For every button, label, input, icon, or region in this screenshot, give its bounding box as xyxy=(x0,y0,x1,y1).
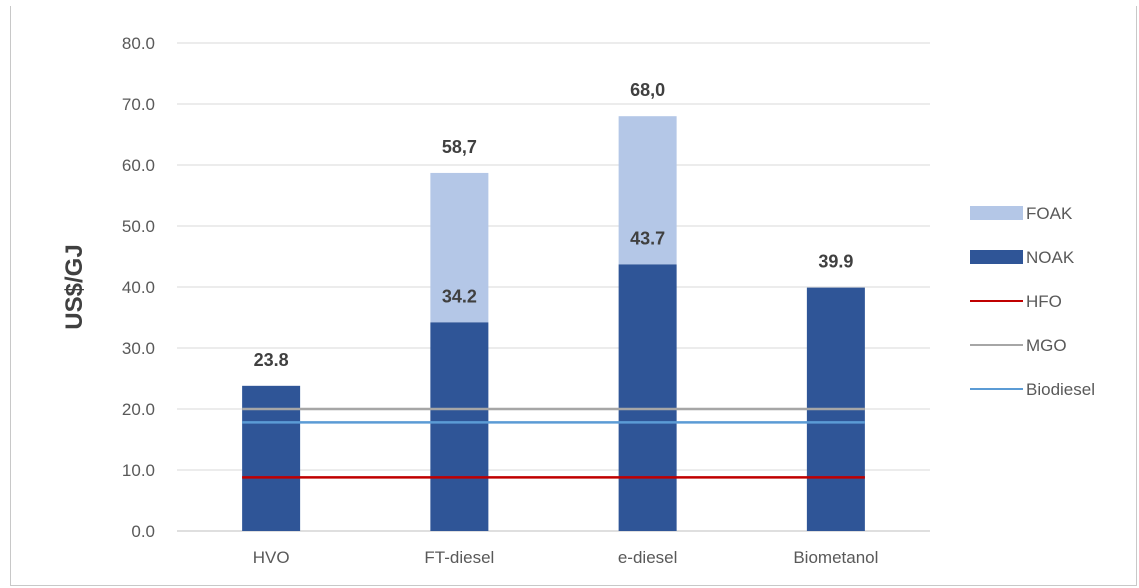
y-tick-label: 50.0 xyxy=(122,217,155,236)
legend-label-foak: FOAK xyxy=(1026,204,1073,223)
bar-noak-ft-diesel xyxy=(430,322,489,531)
x-tick-label: FT-diesel xyxy=(424,548,494,567)
chart-frame xyxy=(10,6,1137,586)
y-tick-label: 10.0 xyxy=(122,461,155,480)
y-axis-label: US$/GJ xyxy=(61,244,88,329)
data-label-foak: 68,0 xyxy=(630,80,665,100)
data-label-foak: 58,7 xyxy=(442,137,477,157)
y-tick-label: 20.0 xyxy=(122,400,155,419)
legend-swatch-noak xyxy=(970,250,1023,264)
legend-label-mgo: MGO xyxy=(1026,336,1067,355)
bar-noak-hvo xyxy=(242,385,301,531)
legend-swatch-foak xyxy=(970,206,1023,220)
bar-foak-e-diesel xyxy=(618,116,677,265)
data-label-noak: 43.7 xyxy=(630,228,665,248)
bar-foak-ft-diesel xyxy=(430,172,489,323)
legend-label-biodiesel: Biodiesel xyxy=(1026,380,1095,399)
data-label-noak: 39.9 xyxy=(818,252,853,272)
x-tick-label: e-diesel xyxy=(618,548,678,567)
y-tick-label: 80.0 xyxy=(122,34,155,53)
x-tick-label: HVO xyxy=(253,548,290,567)
y-tick-label: 40.0 xyxy=(122,278,155,297)
y-tick-label: 0.0 xyxy=(131,522,155,541)
legend-label-noak: NOAK xyxy=(1026,248,1075,267)
x-tick-label: Biometanol xyxy=(793,548,878,567)
y-tick-label: 70.0 xyxy=(122,95,155,114)
data-label-noak: 34.2 xyxy=(442,286,477,306)
bar-noak-e-diesel xyxy=(618,264,677,531)
legend-label-hfo: HFO xyxy=(1026,292,1062,311)
y-tick-label: 30.0 xyxy=(122,339,155,358)
data-label-noak: 23.8 xyxy=(254,350,289,370)
y-tick-label: 60.0 xyxy=(122,156,155,175)
